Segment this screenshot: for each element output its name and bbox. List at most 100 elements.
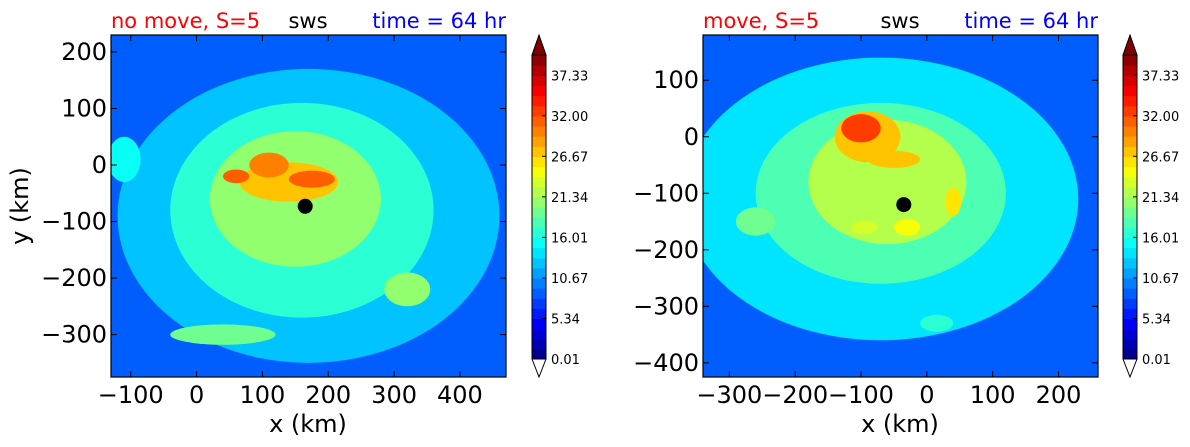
y-tick-label: −300 xyxy=(41,321,107,349)
y-tick-label: 100 xyxy=(653,66,699,94)
y-tick-label: −400 xyxy=(633,349,699,377)
colorbar-frame xyxy=(531,54,547,360)
colorbar-band xyxy=(532,125,546,137)
colorbar-band xyxy=(532,298,546,309)
colorbar-band xyxy=(532,156,546,168)
left-panel: no move, S=5 sws time = 64 hr −100 0 100 20… xyxy=(6,9,507,438)
colorbar-band xyxy=(532,288,546,299)
colorbar-band xyxy=(532,166,546,178)
colorbar-band xyxy=(1123,75,1137,86)
left-heatmap xyxy=(111,35,506,377)
y-tick-label: 200 xyxy=(61,38,107,66)
colorbar-band xyxy=(1123,277,1137,289)
right-title-time: time = 64 hr xyxy=(964,9,1098,33)
colorbar-tick-label: 0.01 xyxy=(1142,353,1171,368)
colorbar-max-arrow xyxy=(531,33,547,56)
x-tick-label: −100 xyxy=(828,381,894,409)
colorbar-band xyxy=(1123,136,1137,147)
colorbar-band xyxy=(1123,166,1137,178)
colorbar-tick-label: 0.01 xyxy=(551,353,580,368)
colorbar-band xyxy=(532,257,546,269)
right-plot-frame xyxy=(702,34,1099,378)
heatmap-contour-region xyxy=(384,272,431,307)
colorbar-band xyxy=(1123,288,1137,299)
colorbar-band xyxy=(532,136,546,147)
colorbar-max-arrow xyxy=(1122,33,1138,56)
colorbar-band xyxy=(1123,257,1137,269)
colorbar-band xyxy=(1123,318,1137,330)
colorbar-band xyxy=(1123,338,1137,350)
colorbar-band xyxy=(1123,308,1137,320)
right-panel: move, S=5 sws time = 64 hr −300 −200 −100 0… xyxy=(633,9,1099,438)
colorbar-tick-label: 21.34 xyxy=(1142,191,1179,206)
left-title-time: time = 64 hr xyxy=(372,9,506,33)
storm-center-marker xyxy=(297,198,313,214)
colorbar-band xyxy=(532,318,546,330)
y-tick-label: −100 xyxy=(41,208,107,236)
colorbar-band xyxy=(532,105,546,117)
colorbar-tick-label: 10.67 xyxy=(551,272,588,287)
left-title-variable: sws xyxy=(288,9,327,33)
left-plot-frame xyxy=(110,34,507,378)
colorbar-band xyxy=(532,308,546,320)
colorbar-band xyxy=(1123,267,1137,279)
colorbar-tick-label: 37.33 xyxy=(1142,69,1179,84)
colorbar-band xyxy=(1123,125,1137,137)
heatmap-contour-region xyxy=(867,150,921,168)
right-title-condition: move, S=5 xyxy=(703,9,819,33)
colorbar-min-arrow xyxy=(1122,358,1138,379)
heatmap-contour-region xyxy=(841,114,881,143)
left-colorbar: 37.33 32.00 26.67 21.34 16.01 10.67 5.34 0.01 xyxy=(531,33,588,379)
colorbar-band xyxy=(1123,95,1137,107)
colorbar-tick-label: 32.00 xyxy=(1142,110,1179,125)
right-heatmap xyxy=(703,35,1098,377)
left-title-condition: no move, S=5 xyxy=(111,9,260,33)
colorbar-band xyxy=(532,277,546,289)
colorbar-tick-label: 37.33 xyxy=(551,69,588,84)
colorbar-band xyxy=(532,146,546,157)
colorbar-tick-label: 5.34 xyxy=(1142,312,1171,327)
colorbar-band xyxy=(1123,176,1137,188)
heatmap-contour-region xyxy=(222,169,250,184)
x-tick-label: −300 xyxy=(696,381,762,409)
x-tick-label: 0 xyxy=(919,381,934,409)
colorbar-band xyxy=(532,227,546,238)
x-tick-label: 200 xyxy=(1036,381,1082,409)
heatmap-contour-region xyxy=(111,136,141,182)
colorbar-band xyxy=(1123,237,1137,249)
heatmap-contour-region xyxy=(945,187,962,216)
colorbar-band xyxy=(532,348,546,360)
y-tick-label: −100 xyxy=(633,179,699,207)
heatmap-contour-region xyxy=(735,207,776,236)
x-tick-label: 100 xyxy=(970,381,1016,409)
colorbar-band xyxy=(532,95,546,107)
right-x-axis-label: x (km) xyxy=(861,410,939,438)
heatmap-contour-region xyxy=(249,152,289,178)
colorbar-band xyxy=(532,85,546,97)
x-tick-label: 200 xyxy=(305,381,351,409)
heatmap-contour-region xyxy=(170,324,276,345)
left-x-axis-label: x (km) xyxy=(269,410,347,438)
colorbar-tick-label: 16.01 xyxy=(551,231,588,246)
x-tick-label: −200 xyxy=(762,381,828,409)
y-tick-label: 0 xyxy=(684,123,699,151)
colorbar-band xyxy=(1123,65,1137,76)
colorbar-band xyxy=(1123,207,1137,218)
right-title-variable: sws xyxy=(880,9,919,33)
colorbar-tick-label: 32.00 xyxy=(551,110,588,125)
colorbar-band xyxy=(532,65,546,76)
colorbar-band xyxy=(1123,55,1137,66)
colorbar-band xyxy=(532,176,546,188)
colorbar-band xyxy=(1123,146,1137,157)
colorbar-band xyxy=(1123,115,1137,127)
colorbar-min-arrow xyxy=(531,358,547,379)
colorbar-band xyxy=(1123,217,1137,228)
colorbar-tick-label: 21.34 xyxy=(551,191,588,206)
heatmap-contour-region xyxy=(893,218,921,236)
colorbar-band xyxy=(1123,247,1137,259)
x-tick-label: 400 xyxy=(437,381,483,409)
x-tick-label: 100 xyxy=(240,381,286,409)
colorbar-band xyxy=(532,115,546,127)
